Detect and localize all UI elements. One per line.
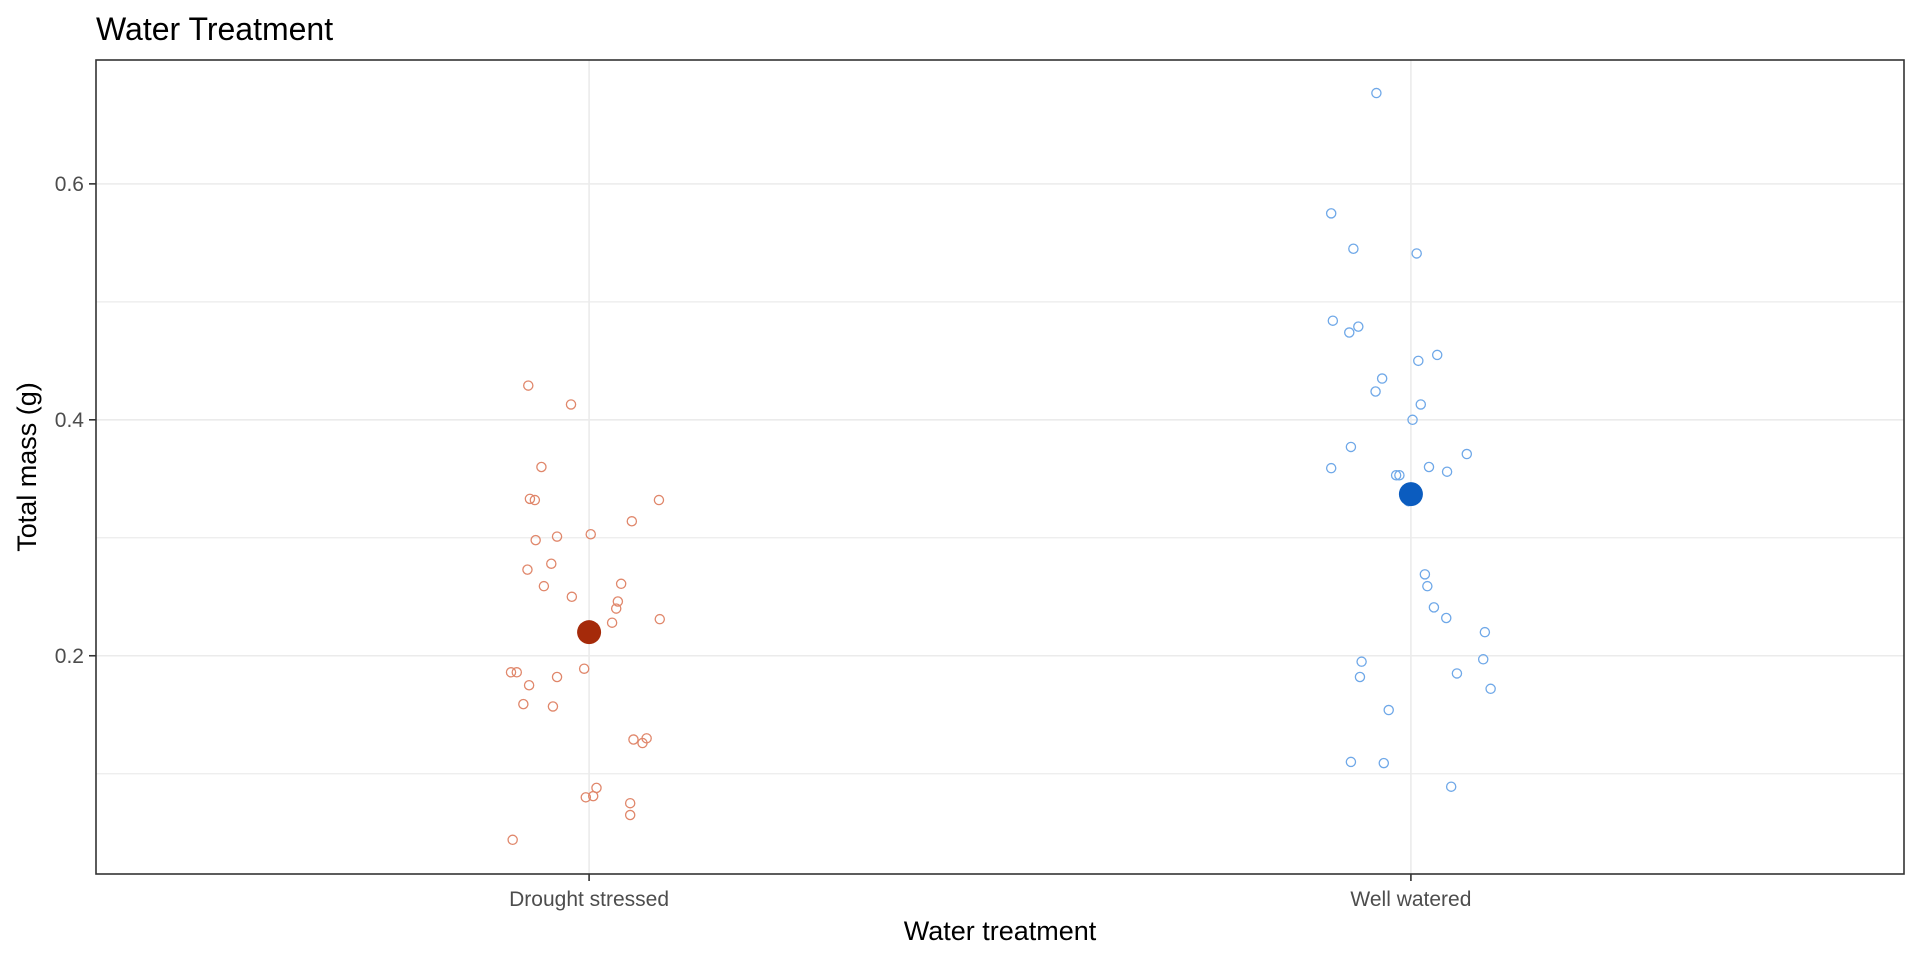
gridlines [96,60,1904,874]
data-point [1445,781,1457,792]
data-point [529,494,541,506]
data-point [565,399,577,410]
mean-markers [577,482,1423,645]
axes: 0.2 0.4 0.6 Drought stressed Well watered [55,173,1472,911]
data-point [1348,243,1359,255]
y-tick-label: 0.2 [55,645,84,668]
data-point [1353,321,1364,332]
mean-point [577,620,602,645]
x-axis-title: Water treatment [904,916,1097,946]
data-point [1345,441,1357,453]
data-point [536,461,547,473]
data-point [546,558,557,569]
data-point [524,493,536,505]
data-point [628,734,639,745]
data-point [1354,671,1366,683]
data-point [511,667,523,678]
data-point [606,617,618,628]
data-point [1356,656,1367,667]
data-point [1461,448,1473,460]
data-point [624,809,636,821]
data-point [1411,248,1422,259]
data-point [637,737,648,749]
data-point [538,580,550,592]
y-axis-title: Total mass (g) [12,382,42,552]
data-point [610,603,622,614]
data-point [1451,668,1463,679]
data-point [505,667,517,678]
data-point [1415,399,1427,410]
data-point [1419,569,1431,580]
data-point [1390,470,1402,481]
data-point [1394,470,1405,481]
data-point [626,516,638,527]
data-point [530,534,541,546]
y-tick-label: 0.6 [55,173,84,196]
data-point [1345,756,1357,768]
x-tick-label: Well watered [1350,888,1471,911]
data-point [547,701,559,712]
data-point [522,564,533,575]
data-point [1325,462,1337,474]
data-point [1378,757,1390,769]
data-point [551,671,563,683]
data-point [580,792,592,803]
data-point [1431,349,1443,361]
mean-point [1398,482,1423,507]
data-point [612,596,624,607]
data-point [1477,654,1489,665]
x-tick-label: Drought stressed [509,888,669,911]
data-point [1479,626,1491,638]
data-points [505,87,1496,846]
data-point [518,698,529,710]
data-point [523,679,535,691]
data-point [1407,414,1418,426]
data-point [1376,373,1388,384]
data-point [1413,355,1424,367]
data-point [1371,87,1382,99]
data-point [1485,683,1496,695]
data-point [1422,580,1433,592]
data-point [585,528,596,540]
panel-border [95,59,1905,875]
data-point [624,797,636,809]
data-point [1423,461,1435,473]
data-point [1370,386,1381,397]
data-point [1344,327,1355,338]
data-point [654,613,666,625]
y-tick-label: 0.4 [55,409,85,432]
data-point [523,380,534,391]
data-point [1383,704,1394,716]
chart-title: Water Treatment [96,11,333,47]
data-point [578,663,590,674]
data-point [615,578,627,590]
data-point [1428,602,1440,613]
data-point [507,834,518,846]
data-point [1325,208,1337,219]
data-point [551,531,563,542]
data-point [1440,612,1452,624]
data-point [566,591,578,603]
data-point [587,790,599,802]
data-point [1441,466,1453,477]
data-point [653,494,665,506]
data-point [1327,315,1339,326]
